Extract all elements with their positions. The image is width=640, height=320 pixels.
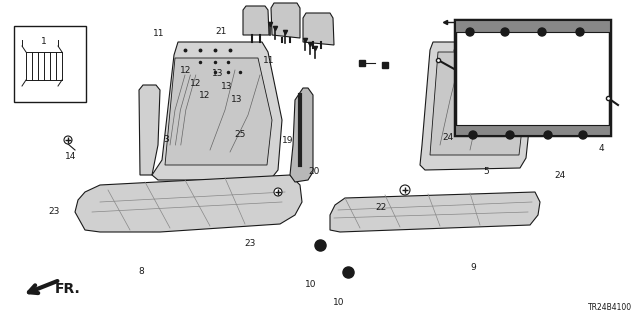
Polygon shape <box>303 13 334 45</box>
Polygon shape <box>330 192 540 232</box>
Polygon shape <box>75 175 302 232</box>
Text: 10: 10 <box>305 280 316 289</box>
Circle shape <box>538 28 546 36</box>
Polygon shape <box>152 42 282 180</box>
Circle shape <box>64 136 72 144</box>
Bar <box>455 125 610 135</box>
Text: 21: 21 <box>215 28 227 36</box>
Text: 10: 10 <box>333 298 345 307</box>
Text: 24: 24 <box>442 133 454 142</box>
Text: 23: 23 <box>49 207 60 216</box>
Circle shape <box>501 28 509 36</box>
Text: 1: 1 <box>41 37 46 46</box>
Text: 9: 9 <box>471 263 476 272</box>
Bar <box>455 20 610 135</box>
Text: 11: 11 <box>263 56 275 65</box>
Text: 24: 24 <box>554 172 566 180</box>
Text: 13: 13 <box>212 69 223 78</box>
Text: 12: 12 <box>180 66 191 75</box>
Polygon shape <box>420 42 530 170</box>
Circle shape <box>274 188 282 196</box>
Text: 8: 8 <box>138 268 143 276</box>
Circle shape <box>576 28 584 36</box>
Polygon shape <box>271 3 300 38</box>
Text: 13: 13 <box>231 95 243 104</box>
Polygon shape <box>243 6 269 35</box>
Circle shape <box>506 131 514 139</box>
Circle shape <box>400 185 410 195</box>
Bar <box>14 26 86 102</box>
Text: FR.: FR. <box>55 282 81 296</box>
Text: 20: 20 <box>308 167 319 176</box>
Circle shape <box>544 131 552 139</box>
Circle shape <box>466 28 474 36</box>
Text: TR24B4100: TR24B4100 <box>588 303 632 312</box>
Text: 3: 3 <box>164 135 169 144</box>
Polygon shape <box>165 58 272 165</box>
Circle shape <box>469 131 477 139</box>
Polygon shape <box>290 88 313 182</box>
Text: 11: 11 <box>153 29 164 38</box>
Text: 5: 5 <box>484 167 489 176</box>
Text: 13: 13 <box>221 82 233 91</box>
Text: 23: 23 <box>244 239 255 248</box>
Polygon shape <box>139 85 160 175</box>
Circle shape <box>579 131 587 139</box>
Text: 6: 6 <box>457 28 462 36</box>
Text: 19: 19 <box>282 136 294 145</box>
Text: 14: 14 <box>65 152 76 161</box>
Bar <box>455 20 610 32</box>
Text: 25: 25 <box>234 130 246 139</box>
Text: 12: 12 <box>199 92 211 100</box>
Text: 22: 22 <box>375 204 387 212</box>
Text: 4: 4 <box>599 144 604 153</box>
Text: 12: 12 <box>189 79 201 88</box>
Polygon shape <box>430 52 523 155</box>
